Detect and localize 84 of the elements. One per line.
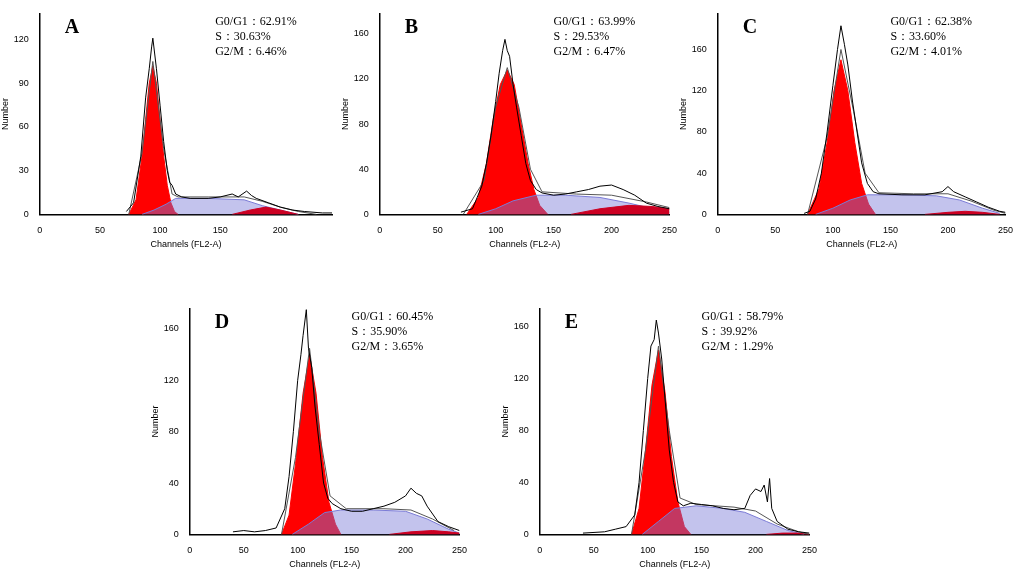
x-tick-label: 250 <box>801 545 818 556</box>
y-tick-label: 160 <box>513 321 529 332</box>
y-axis-title: Number <box>339 97 350 130</box>
annotation: G0/G1：62.38% <box>890 13 973 28</box>
x-tick-label: 0 <box>715 225 721 236</box>
chart-title: D <box>214 309 230 332</box>
y-tick-label: 40 <box>358 163 369 174</box>
chart-title: C <box>742 14 758 37</box>
x-tick-label: 200 <box>398 545 414 556</box>
x-tick-label: 0 <box>37 225 43 236</box>
annotation: G2/M：3.65% <box>351 338 424 353</box>
x-tick-label: 150 <box>882 225 898 236</box>
annotation: S：39.92% <box>701 323 758 338</box>
x-tick-label: 50 <box>432 225 443 236</box>
x-tick-label: 250 <box>997 225 1014 236</box>
x-tick-label: 200 <box>604 225 620 236</box>
annotation: G0/G1：60.45% <box>351 308 434 323</box>
y-tick-label: 0 <box>523 528 529 539</box>
x-tick-label: 200 <box>748 545 764 556</box>
x-tick-label: 150 <box>212 225 228 236</box>
x-axis-title: Channels (FL2-A) <box>826 239 898 250</box>
x-tick-label: 100 <box>825 225 841 236</box>
chart-title: E <box>564 309 579 332</box>
y-tick-label: 120 <box>163 374 179 385</box>
x-tick-label: 100 <box>640 545 656 556</box>
x-tick-label: 250 <box>451 545 468 556</box>
x-axis-title: Channels (FL2-A) <box>289 559 361 570</box>
y-tick-label: 0 <box>23 208 29 219</box>
annotation: G2/M：6.46% <box>215 43 287 58</box>
y-tick-label: 160 <box>163 323 179 334</box>
y-tick-label: 80 <box>518 424 529 435</box>
y-tick-label: 40 <box>696 167 707 178</box>
y-tick-label: 60 <box>18 121 29 132</box>
y-tick-label: 0 <box>701 208 707 219</box>
y-tick-label: 120 <box>353 73 369 84</box>
x-tick-label: 150 <box>546 225 562 236</box>
y-tick-label: 40 <box>518 476 529 487</box>
x-tick-label: 200 <box>272 225 288 236</box>
y-tick-label: 160 <box>691 43 707 54</box>
x-tick-label: 0 <box>187 545 193 556</box>
y-tick-label: 80 <box>358 118 369 129</box>
y-tick-label: 0 <box>363 208 369 219</box>
chart-title: B <box>404 14 419 37</box>
y-tick-label: 40 <box>168 477 179 488</box>
x-tick-label: 50 <box>238 545 249 556</box>
y-axis-title: Number <box>677 97 688 130</box>
annotation: G2/M：6.47% <box>553 43 626 58</box>
y-tick-label: 120 <box>691 85 707 96</box>
x-tick-label: 150 <box>694 545 710 556</box>
annotation: G2/M：1.29% <box>701 338 774 353</box>
x-tick-label: 50 <box>588 545 599 556</box>
annotation: G0/G1：62.91% <box>215 13 297 28</box>
x-tick-label: 100 <box>152 225 168 236</box>
y-axis-title: Number <box>499 405 510 438</box>
annotation: S：33.60% <box>890 28 947 43</box>
x-tick-label: 0 <box>377 225 383 236</box>
annotation: G0/G1：58.79% <box>701 308 784 323</box>
x-tick-label: 200 <box>940 225 956 236</box>
x-tick-label: 50 <box>94 225 105 236</box>
x-tick-label: 250 <box>661 225 678 236</box>
x-axis-title: Channels (FL2-A) <box>489 239 561 250</box>
x-tick-label: 150 <box>344 545 360 556</box>
y-axis-title: Number <box>0 97 10 130</box>
x-tick-label: 0 <box>537 545 543 556</box>
annotation: G0/G1：63.99% <box>553 13 636 28</box>
y-tick-label: 80 <box>168 426 179 437</box>
annotation: S：35.90% <box>351 323 408 338</box>
y-tick-label: 120 <box>513 373 529 384</box>
y-tick-label: 30 <box>18 165 29 176</box>
chart-title: A <box>64 14 80 37</box>
x-tick-label: 50 <box>770 225 781 236</box>
y-tick-label: 80 <box>696 126 707 137</box>
x-tick-label: 100 <box>290 545 306 556</box>
x-axis-title: Channels (FL2-A) <box>639 559 711 570</box>
annotation: G2/M：4.01% <box>890 43 963 58</box>
x-axis-title: Channels (FL2-A) <box>150 239 222 250</box>
annotation: S：29.53% <box>553 28 610 43</box>
y-axis-title: Number <box>149 405 160 438</box>
y-tick-label: 90 <box>18 77 29 88</box>
y-tick-label: 0 <box>173 528 179 539</box>
annotation: S：30.63% <box>215 28 271 43</box>
x-tick-label: 100 <box>488 225 504 236</box>
y-tick-label: 120 <box>13 34 29 45</box>
y-tick-label: 160 <box>353 28 369 39</box>
